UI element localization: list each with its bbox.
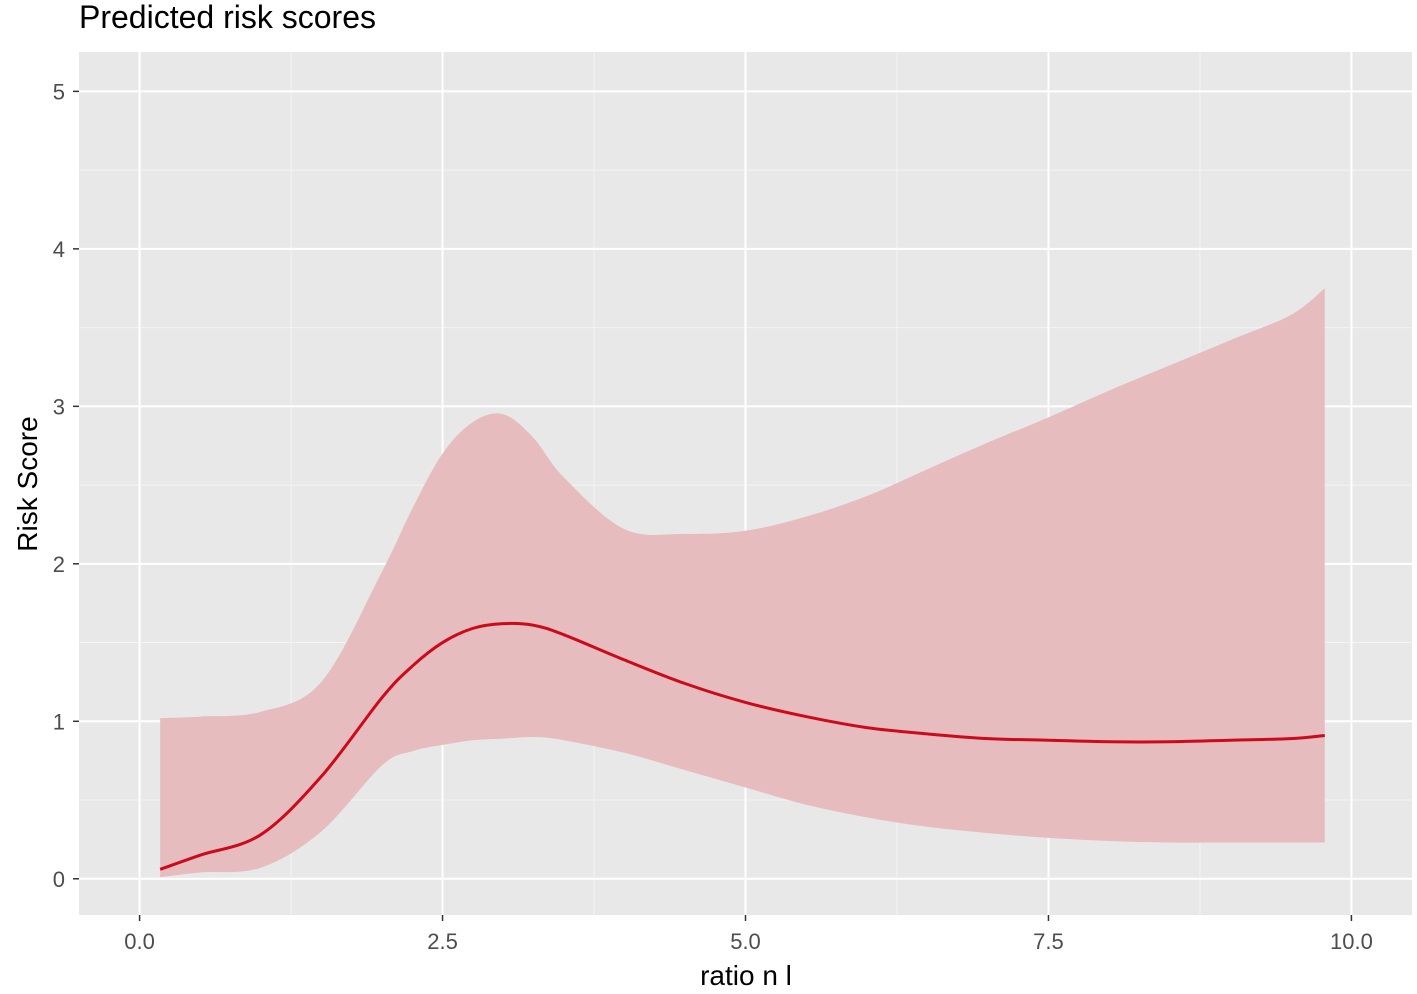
y-tick-label: 1 (53, 709, 65, 734)
confidence-band-layer (160, 288, 1325, 878)
y-tick-label: 0 (53, 867, 65, 892)
y-axis: 0 1 2 3 4 5 (53, 79, 79, 892)
y-axis-title: Risk Score (12, 416, 43, 551)
x-tick-label: 7.5 (1033, 929, 1064, 954)
x-tick-label: 0.0 (124, 929, 155, 954)
x-tick-label: 2.5 (427, 929, 458, 954)
x-tick-label: 5.0 (730, 929, 761, 954)
chart-title: Predicted risk scores (79, 0, 376, 35)
y-tick-label: 2 (53, 552, 65, 577)
x-tick-label: 10.0 (1330, 929, 1373, 954)
x-axis-title: ratio n l (700, 960, 792, 991)
y-tick-label: 4 (53, 237, 65, 262)
confidence-band (160, 288, 1325, 878)
y-tick-label: 5 (53, 79, 65, 104)
x-axis: 0.0 2.5 5.0 7.5 10.0 (124, 915, 1373, 954)
risk-score-line-layer (159, 621, 1325, 871)
risk-score-line (159, 621, 1325, 871)
y-tick-label: 3 (53, 394, 65, 419)
